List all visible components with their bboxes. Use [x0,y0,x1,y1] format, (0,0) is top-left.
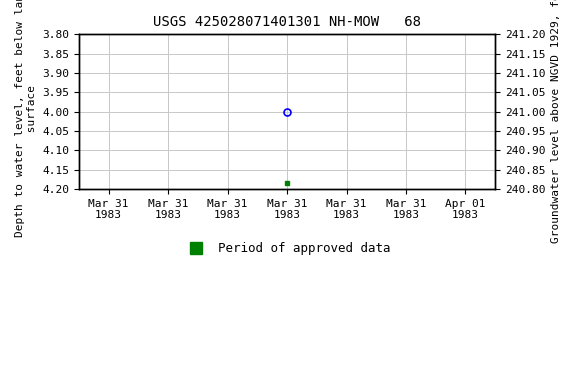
Y-axis label: Groundwater level above NGVD 1929, feet: Groundwater level above NGVD 1929, feet [551,0,561,243]
Legend: Period of approved data: Period of approved data [179,237,396,260]
Title: USGS 425028071401301 NH-MOW   68: USGS 425028071401301 NH-MOW 68 [153,15,421,29]
Y-axis label: Depth to water level, feet below land
 surface: Depth to water level, feet below land su… [15,0,37,237]
